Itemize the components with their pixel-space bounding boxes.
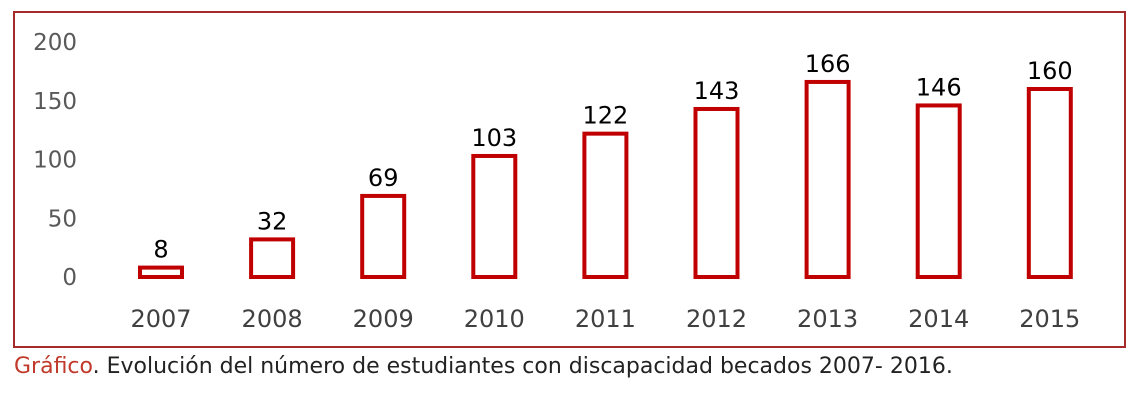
data-label: 166 bbox=[805, 50, 851, 78]
caption-label: Gráfico bbox=[14, 354, 93, 379]
y-tick-label: 150 bbox=[33, 89, 77, 115]
bar bbox=[471, 153, 518, 280]
bar bbox=[915, 103, 962, 279]
x-tick-label: 2014 bbox=[908, 305, 969, 333]
bar bbox=[582, 131, 629, 279]
x-tick-label: 2012 bbox=[686, 305, 747, 333]
x-tick-label: 2009 bbox=[353, 305, 414, 333]
y-tick-label: 200 bbox=[33, 30, 77, 56]
x-tick-label: 2013 bbox=[797, 305, 858, 333]
data-label: 8 bbox=[153, 236, 168, 264]
figure-caption: Gráfico. Evolución del número de estudia… bbox=[14, 354, 953, 379]
data-label: 32 bbox=[257, 207, 288, 235]
x-tick-label: 2015 bbox=[1019, 305, 1080, 333]
data-label: 160 bbox=[1027, 57, 1073, 85]
data-label: 122 bbox=[582, 102, 628, 130]
x-tick-label: 2010 bbox=[464, 305, 525, 333]
y-tick-label: 0 bbox=[62, 265, 77, 291]
bar bbox=[1026, 87, 1073, 279]
bar bbox=[693, 106, 740, 279]
x-tick-label: 2011 bbox=[575, 305, 636, 333]
bar-chart: 0501001502008200732200869200910320101222… bbox=[33, 30, 1080, 333]
x-tick-label: 2008 bbox=[242, 305, 303, 333]
data-label: 143 bbox=[694, 77, 740, 105]
bar bbox=[138, 265, 184, 280]
bar bbox=[804, 79, 851, 279]
data-label: 103 bbox=[471, 124, 517, 152]
bar bbox=[249, 237, 296, 279]
y-tick-label: 100 bbox=[33, 148, 77, 174]
data-label: 146 bbox=[916, 73, 962, 101]
data-label: 69 bbox=[368, 164, 399, 192]
bar bbox=[360, 193, 407, 279]
chart-frame bbox=[13, 11, 1126, 348]
y-tick-label: 50 bbox=[48, 206, 77, 232]
caption-text: . Evolución del número de estudiantes co… bbox=[92, 354, 953, 379]
x-tick-label: 2007 bbox=[130, 305, 191, 333]
